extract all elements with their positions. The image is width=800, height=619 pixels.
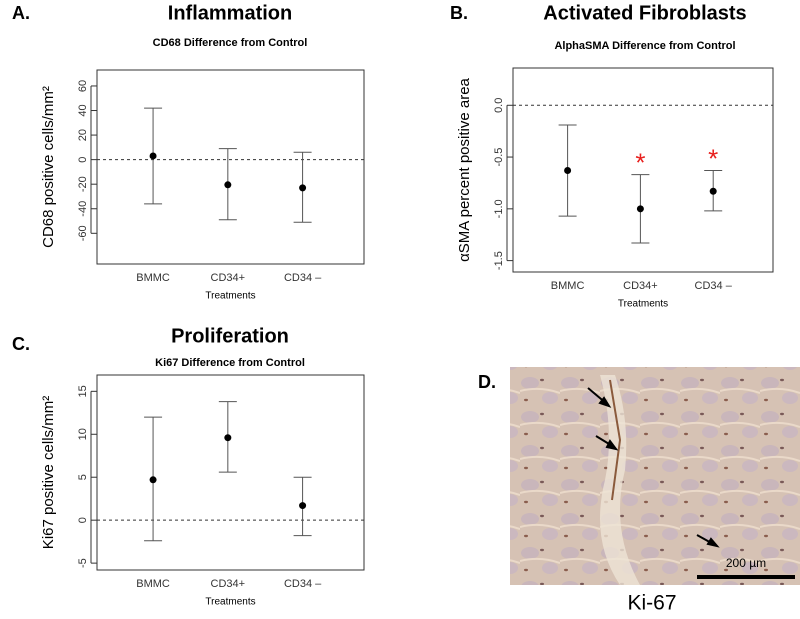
micrograph [510, 367, 800, 585]
x-axis-label: Treatments [618, 299, 668, 310]
y-tick-label: 40 [77, 104, 89, 116]
y-tick-label: -60 [77, 225, 89, 241]
y-tick-label: 10 [77, 428, 89, 440]
y-tick-label: 5 [77, 474, 89, 480]
x-axis-label: Treatments [205, 291, 255, 302]
significance-marker: * [635, 148, 645, 178]
x-tick-label: CD34 – [284, 578, 322, 590]
panel-label: D. [478, 372, 496, 392]
significance-marker: * [708, 143, 718, 173]
chart: C. Proliferation Ki67 Difference from Cont… [12, 325, 365, 608]
chart-title: Inflammation [168, 2, 292, 24]
panel-label: B. [450, 3, 468, 23]
chart: B. Activated Fibroblasts AlphaSMA Differen… [450, 2, 774, 310]
x-tick-label: CD34 – [695, 280, 733, 292]
mean-point [149, 152, 157, 160]
mean-point [224, 181, 232, 189]
chart-title: Activated Fibroblasts [543, 2, 746, 24]
mean-point [299, 502, 307, 510]
y-tick-label: -40 [77, 201, 89, 217]
stained-cells [609, 379, 622, 501]
x-tick-label: BMMC [136, 272, 170, 284]
tissue-gap [600, 375, 640, 585]
y-axis-label: αSMA percent positive area [456, 77, 473, 261]
y-tick-label: -5 [77, 558, 89, 568]
x-tick-label: CD34 – [284, 272, 322, 284]
x-tick-label: BMMC [136, 578, 170, 590]
mean-point [636, 205, 644, 213]
x-tick-label: CD34+ [211, 272, 246, 284]
plot-box [96, 374, 365, 571]
x-tick-label: CD34+ [211, 578, 246, 590]
y-tick-label: 15 [77, 385, 89, 397]
micrograph-panel: 200 µm D. Ki-67 [478, 367, 800, 615]
chart: A. Inflammation CD68 Difference from Contr… [12, 2, 365, 302]
y-axis-label: CD68 positive cells/mm² [40, 86, 57, 248]
chart-subtitle: CD68 Difference from Control [153, 37, 308, 49]
panel-label: A. [12, 3, 30, 23]
y-tick-label: -0.5 [493, 148, 505, 167]
y-tick-label: -1.0 [493, 199, 505, 218]
mean-point [299, 184, 307, 192]
chart-title: Proliferation [171, 325, 289, 347]
x-tick-label: CD34+ [623, 280, 658, 292]
plot-box [512, 67, 774, 273]
x-axis-label: Treatments [205, 597, 255, 608]
panel-label: C. [12, 334, 30, 354]
y-tick-label: 0 [77, 517, 89, 523]
scale-bar-label: 200 µm [726, 556, 766, 570]
y-tick-label: 20 [77, 129, 89, 141]
chart-subtitle: Ki67 Difference from Control [155, 357, 305, 369]
y-tick-label: -1.5 [493, 251, 505, 270]
chart-subtitle: AlphaSMA Difference from Control [554, 40, 735, 52]
mean-point [564, 167, 572, 175]
y-tick-label: 60 [77, 80, 89, 92]
arrows [587, 387, 720, 548]
mean-point [149, 476, 157, 484]
y-tick-label: 0 [77, 157, 89, 163]
y-tick-label: -20 [77, 176, 89, 192]
x-tick-label: BMMC [551, 280, 585, 292]
y-axis-label: Ki67 positive cells/mm² [40, 396, 57, 549]
plot-box [96, 69, 365, 265]
caption: Ki-67 [627, 592, 676, 615]
mean-point [709, 187, 717, 195]
mean-point [224, 434, 232, 442]
y-tick-label: 0.0 [493, 98, 505, 113]
